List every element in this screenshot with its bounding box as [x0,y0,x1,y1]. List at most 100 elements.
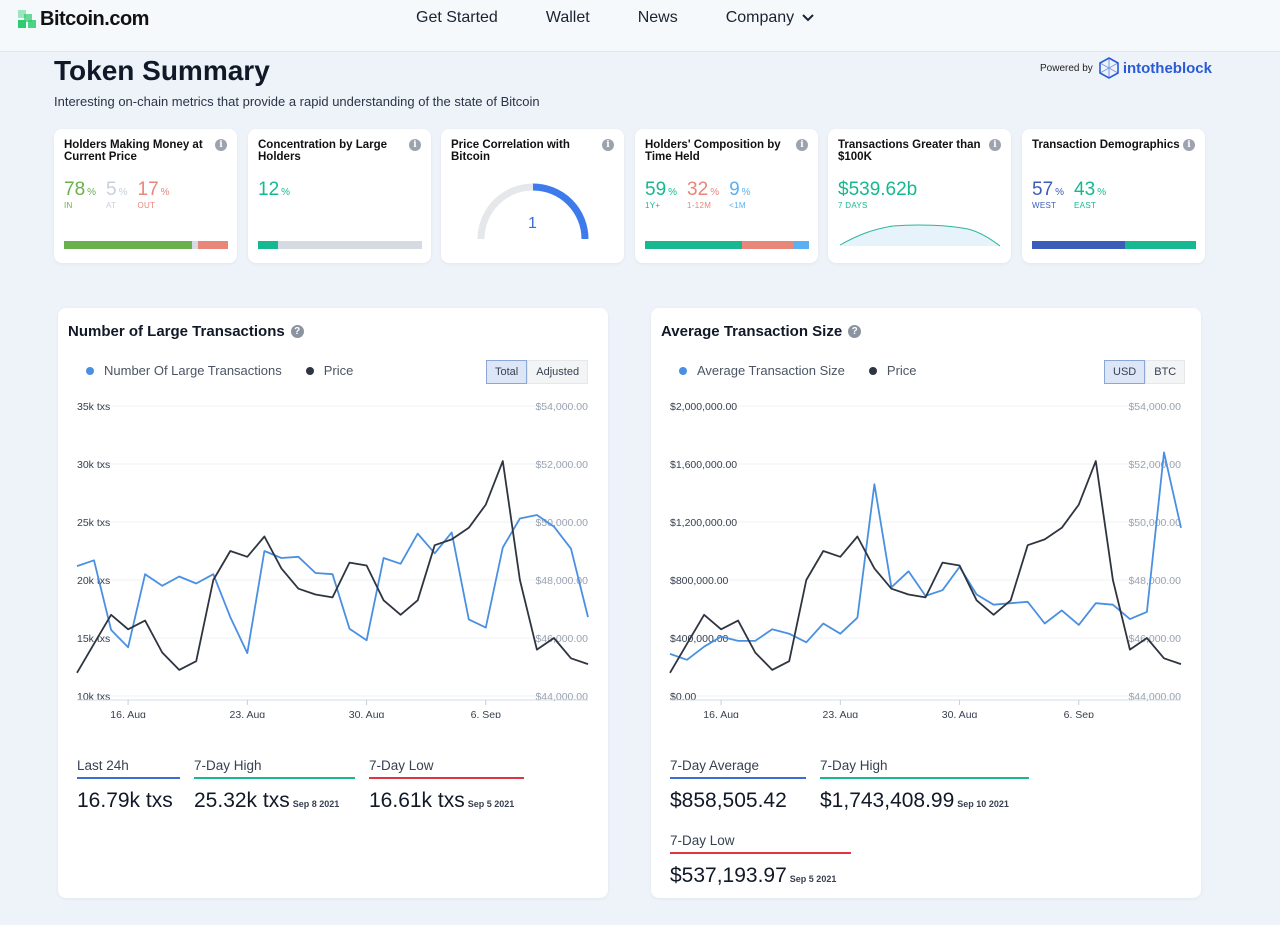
y-right-tick-label: $46,000.00 [535,633,588,645]
nav-news[interactable]: News [637,9,678,26]
y-tick-label: 30k txs [77,459,110,471]
toggle-adjusted[interactable]: Adjusted [527,360,589,384]
y-tick-label: $2,000,000.00 [670,401,737,413]
page-subtitle: Interesting on-chain metrics that provid… [54,94,540,109]
value-volume: $539.62b 7 DAYS [838,179,918,210]
x-tick-label: 30. Aug [349,709,385,718]
value-1y: 59% 1Y+ [645,179,678,210]
help-icon[interactable]: ? [848,325,862,338]
powered-by-label: Powered by [1040,62,1093,74]
total-adjusted-toggle: Total Adjusted [486,360,589,384]
nav-get-started[interactable]: Get Started [416,9,498,26]
y-right-tick-label: $44,000.00 [1128,691,1181,703]
panel-title: Number of Large Transactions? [68,323,304,340]
series-line-number-of-large-transactions[interactable] [76,514,589,655]
stat-last-24h: Last 24h 16.79k txs [77,758,180,813]
panel-large-transactions: Number of Large Transactions? Number Of … [58,308,608,898]
bitcoin-com-logo[interactable]: Bitcoin.com [18,8,149,31]
info-icon[interactable]: i [215,139,227,151]
x-tick-label: 23. Aug [823,709,859,718]
value-out: 17% OUT [137,179,170,210]
card-holders-composition: Holders' Composition by Time Held i 59% 1… [635,129,818,263]
chevron-down-icon [802,14,814,22]
y-right-tick-label: $48,000.00 [1128,575,1181,587]
legend-item-price[interactable]: Price [868,363,917,378]
y-tick-label: 25k txs [77,517,110,529]
legend-item-avg-size[interactable]: Average Transaction Size [679,363,845,378]
value-in: 78% IN [64,179,97,210]
concentration-bar [258,241,422,249]
page-title: Token Summary [54,55,270,86]
x-tick-label: 16. Aug [703,709,739,718]
logo-mark-icon [18,9,38,30]
series-line-price[interactable] [76,460,589,674]
nav-company[interactable]: Company [726,9,814,27]
info-icon[interactable]: i [1183,139,1195,151]
y-tick-label: $800,000.00 [670,575,729,587]
info-icon[interactable]: i [989,139,1001,151]
average-size-chart: $2,000,000.00 $54,000.00 $1,600,000.00 $52,… [669,401,1182,718]
chart-legend: Average Transaction Size Price [679,363,941,378]
toggle-usd[interactable]: USD [1104,360,1146,384]
y-tick-label: 10k txs [77,691,110,703]
stat-7day-low: 7-Day Low $537,193.97 Sep 5 2021 [670,833,851,888]
stat-7day-average: 7-Day Average $858,505.42 [670,758,806,813]
info-icon[interactable]: i [602,139,614,151]
y-right-tick-label: $54,000.00 [535,401,588,413]
panel-average-transaction-size: Average Transaction Size? Average Transa… [651,308,1201,898]
demographics-bar [1032,241,1196,249]
y-right-tick-label: $50,000.00 [535,517,588,529]
info-icon[interactable]: i [796,139,808,151]
value-1-12m: 32% 1-12M [687,179,720,210]
y-right-tick-label: $54,000.00 [1128,401,1181,413]
nav-wallet[interactable]: Wallet [545,9,590,26]
help-icon[interactable]: ? [290,325,304,338]
y-right-tick-label: $52,000.00 [535,459,588,471]
value-1m: 9% <1M [729,179,751,210]
y-tick-label: 35k txs [77,401,110,413]
info-icon[interactable]: i [409,139,421,151]
x-tick-label: 30. Aug [942,709,978,718]
card-transaction-demographics: Transaction Demographics i 57% WEST 43% EA… [1022,129,1205,263]
logo-text: Bitcoin.com [40,8,149,30]
toggle-btc[interactable]: BTC [1145,360,1186,384]
legend-item-price[interactable]: Price [305,363,353,378]
card-price-correlation: Price Correlation with Bitcoin i 1 [441,129,624,263]
y-right-tick-label: $50,000.00 [1128,517,1181,529]
card-title: Transaction Demographics [1032,139,1180,151]
y-right-tick-label: $52,000.00 [1128,459,1181,471]
value-west: 57% WEST [1032,179,1065,210]
y-tick-label: $0.00 [670,691,696,703]
y-tick-label: $1,200,000.00 [670,517,737,529]
gauge-value: 1 [528,215,537,232]
y-right-tick-label: $46,000.00 [1128,633,1181,645]
x-tick-label: 6. Sep [1064,709,1095,718]
x-tick-label: 6. Sep [471,709,502,718]
y-right-tick-label: $44,000.00 [535,691,588,703]
card-holders-making-money: Holders Making Money at Current Price i … [54,129,237,263]
usd-btc-toggle: USD BTC [1104,360,1186,384]
x-tick-label: 16. Aug [110,709,146,718]
top-nav: Bitcoin.com Get Started Wallet News Comp… [0,0,1280,52]
stat-7day-high: 7-Day High $1,743,408.99 Sep 10 2021 [820,758,1029,813]
series-line-price[interactable] [669,460,1182,674]
card-title: Transactions Greater than $100K [838,139,981,163]
toggle-total[interactable]: Total [486,360,528,384]
y-tick-label: $400,000.00 [670,633,729,645]
y-right-tick-label: $48,000.00 [535,575,588,587]
y-tick-label: 15k txs [77,633,110,645]
volume-sparkline [839,224,1001,247]
card-title: Price Correlation with Bitcoin [451,139,570,163]
value-at: 5% AT [106,179,128,210]
value-concentration: 12% [258,179,291,200]
legend-item-transactions[interactable]: Number Of Large Transactions [86,363,282,378]
nav-company-label: Company [725,9,795,26]
series-line-average-transaction-size[interactable] [669,451,1182,661]
x-tick-label: 23. Aug [230,709,266,718]
panel-title: Average Transaction Size? [661,323,862,340]
stat-7day-low: 7-Day Low 16.61k txs Sep 5 2021 [369,758,524,813]
card-title: Holders' Composition by Time Held [645,139,781,163]
card-title: Concentration by Large Holders [258,139,388,163]
intotheblock-wordmark: intotheblock [1122,59,1212,77]
powered-by[interactable]: Powered by intotheblock [1040,57,1212,79]
